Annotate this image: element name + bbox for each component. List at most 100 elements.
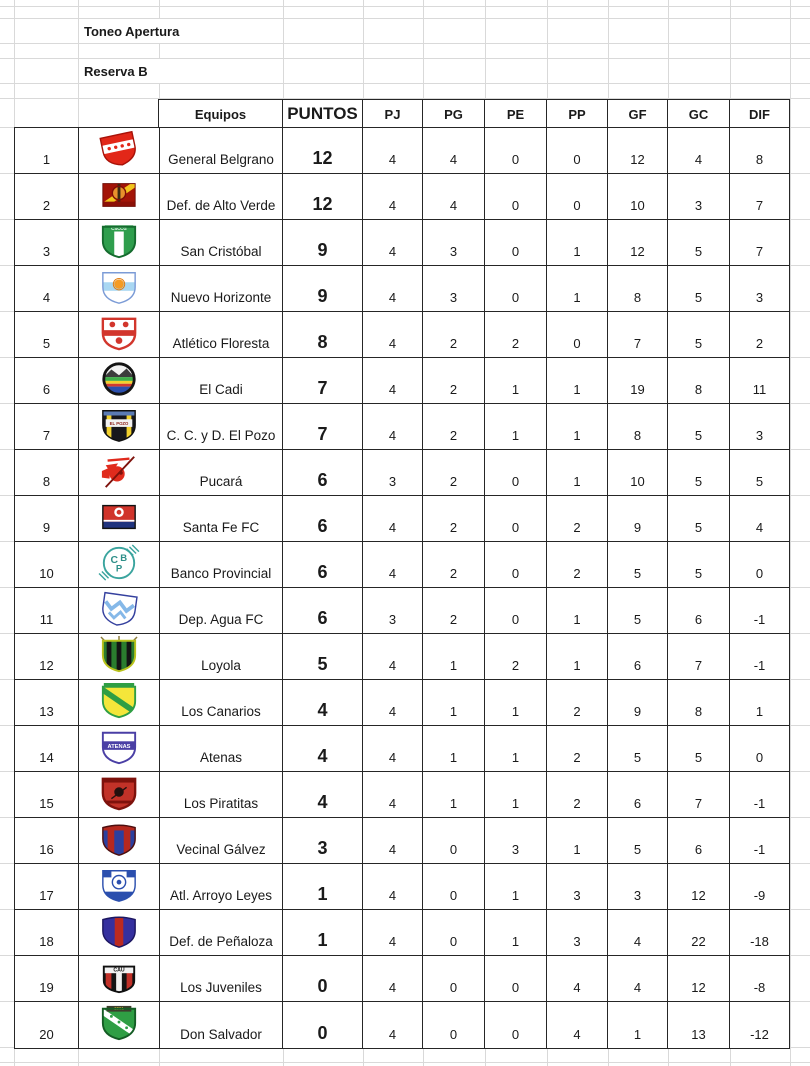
stat-gf-cell[interactable]: 5: [608, 726, 668, 772]
points-cell[interactable]: 9: [283, 220, 363, 266]
stat-pg-cell[interactable]: 3: [423, 220, 485, 266]
stat-pj-cell[interactable]: 4: [363, 220, 423, 266]
stat-gf-cell[interactable]: 8: [608, 266, 668, 312]
stat-gf-cell[interactable]: 5: [608, 818, 668, 864]
team-logo-cell[interactable]: CSCCG: [79, 220, 160, 266]
stat-pg-cell[interactable]: 0: [423, 864, 485, 910]
points-cell[interactable]: 7: [283, 358, 363, 404]
stat-pj-cell[interactable]: 4: [363, 818, 423, 864]
stat-pp-cell[interactable]: 3: [547, 910, 608, 956]
stat-pg-cell[interactable]: 1: [423, 772, 485, 818]
position-cell[interactable]: 16: [15, 818, 79, 864]
sheet-subtitle-cell[interactable]: Reserva B: [79, 59, 283, 83]
team-logo-cell[interactable]: [79, 496, 160, 542]
team-name-cell[interactable]: Def. de Alto Verde: [160, 174, 283, 220]
team-logo-cell[interactable]: [79, 174, 160, 220]
stat-gc-cell[interactable]: 3: [668, 174, 730, 220]
stat-dif-cell[interactable]: 7: [730, 220, 789, 266]
stat-pe-cell[interactable]: 0: [485, 174, 547, 220]
stat-pj-cell[interactable]: 3: [363, 450, 423, 496]
stat-gc-cell[interactable]: 13: [668, 1002, 730, 1048]
team-name-cell[interactable]: Dep. Agua FC: [160, 588, 283, 634]
points-cell[interactable]: 6: [283, 450, 363, 496]
stat-pj-cell[interactable]: 4: [363, 542, 423, 588]
stat-dif-cell[interactable]: -12: [730, 1002, 789, 1048]
stat-pp-cell[interactable]: 2: [547, 496, 608, 542]
stat-pj-cell[interactable]: 4: [363, 680, 423, 726]
team-logo-cell[interactable]: EL POZO: [79, 404, 160, 450]
stat-pp-cell[interactable]: 1: [547, 450, 608, 496]
stat-pe-cell[interactable]: 0: [485, 542, 547, 588]
stat-pp-cell[interactable]: 2: [547, 542, 608, 588]
stat-pp-cell[interactable]: 3: [547, 864, 608, 910]
stat-pe-cell[interactable]: 1: [485, 772, 547, 818]
team-logo-cell[interactable]: [79, 266, 160, 312]
stat-pg-cell[interactable]: 3: [423, 266, 485, 312]
stat-pe-cell[interactable]: 0: [485, 496, 547, 542]
stat-dif-cell[interactable]: 0: [730, 726, 789, 772]
position-cell[interactable]: 1: [15, 128, 79, 174]
position-cell[interactable]: 17: [15, 864, 79, 910]
stat-pp-cell[interactable]: 1: [547, 588, 608, 634]
stat-pe-cell[interactable]: 1: [485, 726, 547, 772]
position-cell[interactable]: 20: [15, 1002, 79, 1048]
stat-gc-cell[interactable]: 6: [668, 818, 730, 864]
stat-pj-cell[interactable]: 3: [363, 588, 423, 634]
stat-pp-cell[interactable]: 1: [547, 404, 608, 450]
team-logo-cell[interactable]: [79, 634, 160, 680]
stat-dif-cell[interactable]: -9: [730, 864, 789, 910]
points-cell[interactable]: 3: [283, 818, 363, 864]
stat-gc-cell[interactable]: 5: [668, 726, 730, 772]
stat-gc-cell[interactable]: 12: [668, 864, 730, 910]
stat-dif-cell[interactable]: -1: [730, 634, 789, 680]
column-header-pe[interactable]: PE: [485, 100, 547, 127]
stat-pp-cell[interactable]: 0: [547, 312, 608, 358]
points-cell[interactable]: 0: [283, 956, 363, 1002]
stat-pp-cell[interactable]: 2: [547, 680, 608, 726]
team-name-cell[interactable]: Los Juveniles: [160, 956, 283, 1002]
points-cell[interactable]: 9: [283, 266, 363, 312]
team-name-cell[interactable]: El Cadi: [160, 358, 283, 404]
stat-pp-cell[interactable]: 2: [547, 772, 608, 818]
points-cell[interactable]: 6: [283, 588, 363, 634]
position-cell[interactable]: 6: [15, 358, 79, 404]
team-logo-cell[interactable]: [79, 818, 160, 864]
stat-dif-cell[interactable]: 3: [730, 266, 789, 312]
team-name-cell[interactable]: Los Piratitas: [160, 772, 283, 818]
column-header-puntos[interactable]: PUNTOS: [283, 100, 363, 127]
stat-pg-cell[interactable]: 0: [423, 818, 485, 864]
team-logo-cell[interactable]: [79, 772, 160, 818]
stat-pe-cell[interactable]: 0: [485, 588, 547, 634]
position-cell[interactable]: 2: [15, 174, 79, 220]
position-cell[interactable]: 7: [15, 404, 79, 450]
stat-pg-cell[interactable]: 1: [423, 680, 485, 726]
position-cell[interactable]: 18: [15, 910, 79, 956]
stat-dif-cell[interactable]: -1: [730, 818, 789, 864]
stat-gc-cell[interactable]: 4: [668, 128, 730, 174]
stat-pe-cell[interactable]: 0: [485, 450, 547, 496]
stat-gf-cell[interactable]: 8: [608, 404, 668, 450]
stat-pp-cell[interactable]: 1: [547, 220, 608, 266]
stat-dif-cell[interactable]: -1: [730, 772, 789, 818]
team-name-cell[interactable]: General Belgrano: [160, 128, 283, 174]
stat-pe-cell[interactable]: 1: [485, 864, 547, 910]
stat-gf-cell[interactable]: 4: [608, 956, 668, 1002]
points-cell[interactable]: 4: [283, 726, 363, 772]
team-name-cell[interactable]: Banco Provincial: [160, 542, 283, 588]
stat-gc-cell[interactable]: 5: [668, 266, 730, 312]
stat-pp-cell[interactable]: 1: [547, 634, 608, 680]
stat-pg-cell[interactable]: 0: [423, 910, 485, 956]
points-cell[interactable]: 1: [283, 864, 363, 910]
stat-pe-cell[interactable]: 1: [485, 680, 547, 726]
team-name-cell[interactable]: Def. de Peñaloza: [160, 910, 283, 956]
stat-pp-cell[interactable]: 4: [547, 956, 608, 1002]
stat-pj-cell[interactable]: 4: [363, 128, 423, 174]
stat-dif-cell[interactable]: 11: [730, 358, 789, 404]
stat-pg-cell[interactable]: 2: [423, 588, 485, 634]
stat-pg-cell[interactable]: 2: [423, 496, 485, 542]
stat-dif-cell[interactable]: 3: [730, 404, 789, 450]
stat-gf-cell[interactable]: 4: [608, 910, 668, 956]
stat-gf-cell[interactable]: 7: [608, 312, 668, 358]
stat-gf-cell[interactable]: 6: [608, 772, 668, 818]
stat-pe-cell[interactable]: 2: [485, 312, 547, 358]
